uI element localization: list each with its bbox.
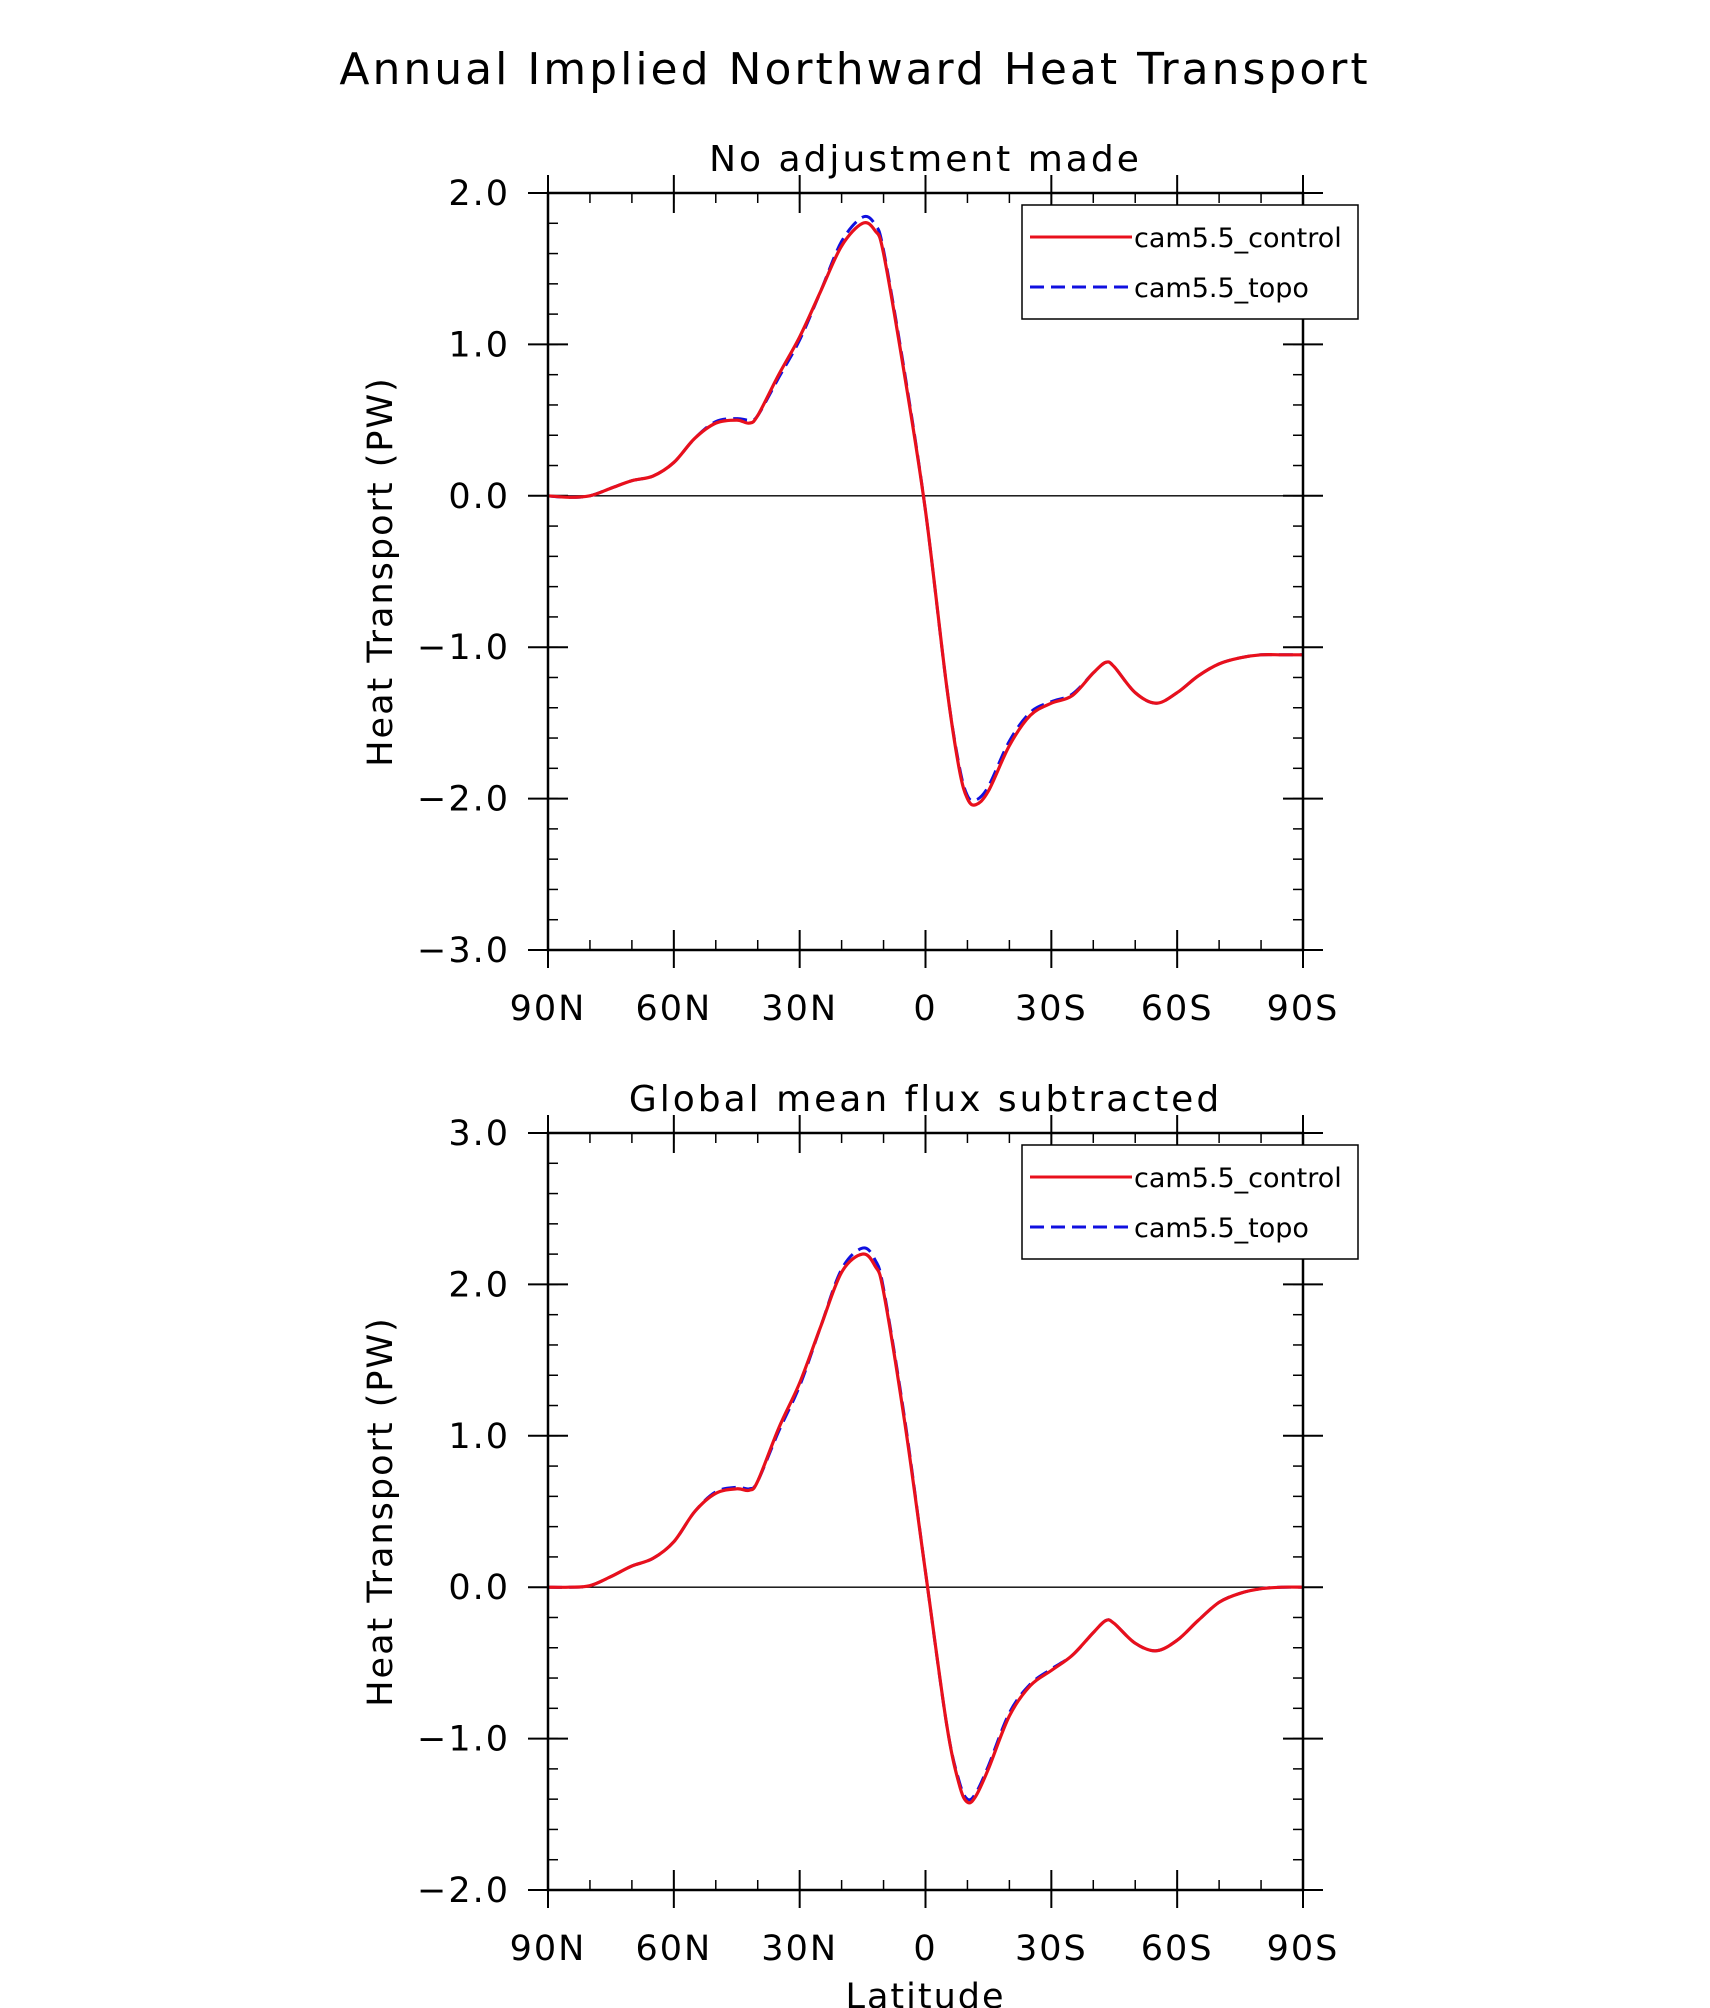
x-tick-label: 30N [761, 1929, 838, 1969]
y-tick-label: −2.0 [417, 1871, 510, 1911]
legend-box [1021, 1144, 1359, 1260]
x-tick-label: 0 [913, 1929, 937, 1969]
x-tick-label: 60S [1141, 1929, 1214, 1969]
legend: cam5.5_control cam5.5_topo [1021, 1144, 1359, 1260]
legend-label-control: cam5.5_control [1134, 1163, 1342, 1194]
x-tick-label: 90N [510, 1929, 587, 1969]
panel-title: No adjustment made [709, 139, 1142, 180]
plot-frame [546, 1131, 1305, 1892]
x-tick-label: 90S [1267, 1929, 1340, 1969]
x-tick-label: 30S [1015, 989, 1088, 1029]
x-tick-label: 30N [761, 989, 838, 1029]
x-tick-label: 0 [913, 989, 937, 1029]
y-axis-label: Heat Transport (PW) [361, 376, 401, 767]
y-tick-label: 1.0 [448, 325, 510, 365]
y-tick-label: 2.0 [448, 1265, 510, 1305]
y-tick-label: 3.0 [448, 1114, 510, 1154]
y-axis-label: Heat Transport (PW) [361, 1316, 401, 1707]
figure-title: Annual Implied Northward Heat Transport [339, 44, 1370, 95]
series-line-control [547, 1252, 1304, 1805]
y-tick-label: 1.0 [448, 1417, 510, 1457]
legend-label-control: cam5.5_control [1134, 223, 1342, 254]
panel-global-mean-subtracted: Global mean flux subtracted Heat Transpo… [361, 1079, 1359, 2008]
x-tick-label: 90N [510, 989, 587, 1029]
series-line-control [547, 221, 1303, 807]
y-tick-label: 0.0 [448, 477, 510, 517]
panel-no-adjustment: No adjustment made Heat Transport (PW) 2… [361, 139, 1359, 1029]
plot-frame [546, 191, 1305, 952]
legend-box [1021, 204, 1359, 320]
y-tick-label: −2.0 [417, 780, 510, 820]
legend-label-topo: cam5.5_topo [1134, 273, 1309, 304]
x-tick-label: 60S [1141, 989, 1214, 1029]
x-tick-label: 90S [1267, 989, 1340, 1029]
x-axis-label: Latitude [845, 1977, 1005, 2008]
y-tick-label: −1.0 [417, 628, 510, 668]
y-tick-label: 0.0 [448, 1568, 510, 1608]
legend-label-topo: cam5.5_topo [1134, 1213, 1309, 1244]
x-tick-label: 60N [635, 989, 712, 1029]
series-line-topo [547, 1246, 1304, 1802]
y-tick-label: −3.0 [417, 931, 510, 971]
x-tick-label: 30S [1015, 1929, 1088, 1969]
y-tick-label: −1.0 [417, 1720, 510, 1760]
panel-title: Global mean flux subtracted [629, 1079, 1222, 1120]
x-tick-label: 60N [635, 1929, 712, 1969]
y-tick-label: 2.0 [448, 174, 510, 214]
legend: cam5.5_control cam5.5_topo [1021, 204, 1359, 320]
